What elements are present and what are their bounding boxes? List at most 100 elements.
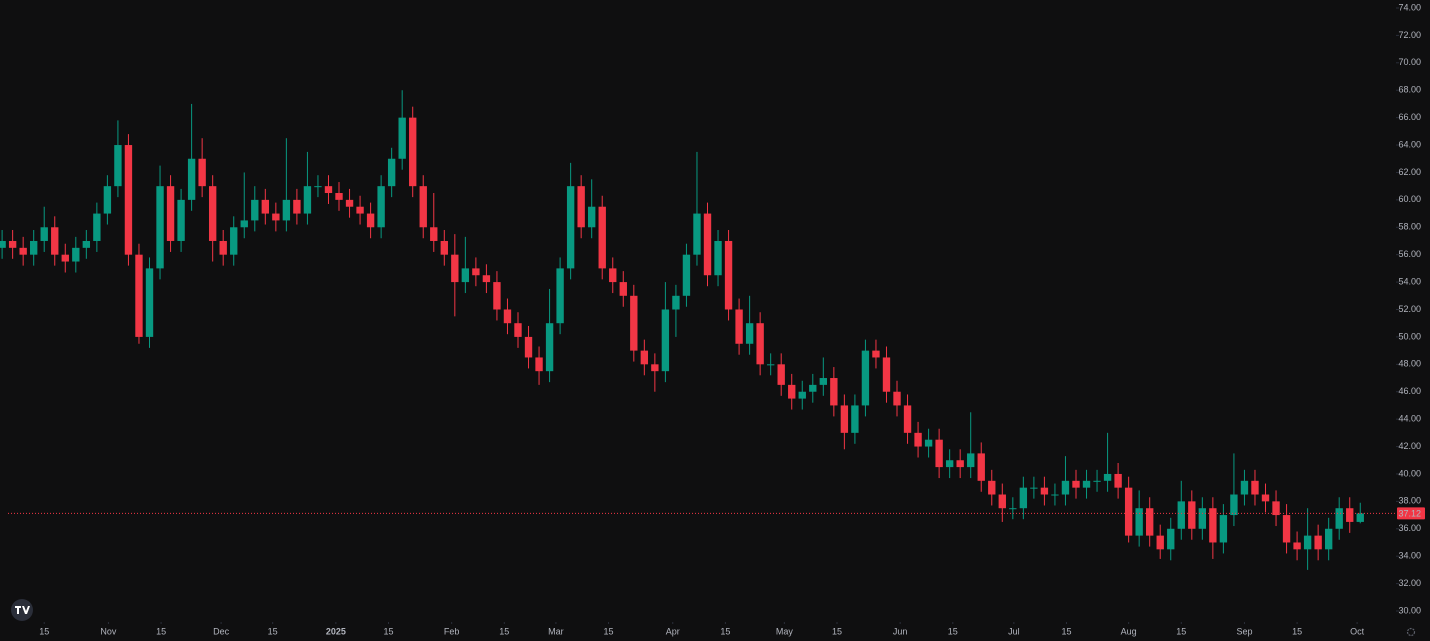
- candle-body: [830, 378, 838, 406]
- logo-mark[interactable]: [15, 606, 30, 614]
- candle-body: [303, 186, 312, 214]
- candle: [230, 216, 238, 266]
- candle-body: [1114, 473, 1122, 488]
- candle-body: [124, 145, 133, 255]
- y-tick-label: 38.00: [1398, 496, 1421, 506]
- candle: [1156, 524, 1164, 559]
- x-tick-label: Dec: [213, 626, 230, 636]
- candle-body: [882, 357, 891, 392]
- x-tick-label: Aug: [1121, 626, 1137, 636]
- candle: [598, 195, 606, 280]
- candle-body: [1303, 535, 1312, 550]
- x-tick-label: Feb: [444, 626, 460, 636]
- candle-body: [440, 240, 448, 255]
- tradingview-logo[interactable]: [11, 599, 33, 621]
- candle: [272, 202, 280, 232]
- candle-body: [1061, 480, 1070, 495]
- y-tick-label: 34.00: [1398, 551, 1421, 561]
- candle-body: [166, 186, 175, 241]
- candle-body: [1051, 494, 1059, 496]
- y-tick-label: 60.00: [1398, 194, 1421, 204]
- y-tick-label: 64.00: [1398, 139, 1421, 149]
- candle: [1230, 453, 1238, 527]
- candle-body: [535, 357, 543, 372]
- y-tick-label: 54.00: [1398, 276, 1421, 286]
- candle-body: [745, 323, 754, 344]
- candle-body: [1030, 487, 1038, 489]
- candle-body: [524, 336, 533, 358]
- candle-body: [651, 364, 659, 372]
- y-tick-label: 46.00: [1398, 386, 1421, 396]
- candle-body: [409, 117, 417, 187]
- candle-body: [219, 240, 227, 255]
- candle: [724, 230, 733, 321]
- candle-body: [51, 227, 59, 255]
- candle-body: [1230, 494, 1238, 516]
- candle-body: [1356, 513, 1364, 522]
- candle-body: [1314, 535, 1322, 550]
- candle-body: [1093, 480, 1101, 482]
- candle-body: [1082, 480, 1091, 488]
- candle-body: [8, 240, 17, 248]
- candle: [840, 394, 849, 450]
- candle: [566, 162, 575, 280]
- x-tick-label: 15: [1176, 626, 1186, 636]
- candle: [1009, 497, 1017, 520]
- candle: [872, 339, 880, 369]
- candle-body: [461, 268, 470, 283]
- candle: [1346, 497, 1354, 533]
- candle: [72, 236, 80, 273]
- candle-body: [1219, 515, 1228, 543]
- x-tick-label: 15: [1292, 626, 1302, 636]
- candle: [1124, 476, 1133, 543]
- y-tick-label: 50.00: [1398, 331, 1421, 341]
- candle-body: [1272, 501, 1280, 516]
- candle: [314, 175, 322, 198]
- candle-body: [356, 206, 364, 214]
- candle: [240, 172, 248, 239]
- candle: [335, 182, 343, 211]
- candle-body: [1103, 473, 1112, 481]
- gear[interactable]: [1406, 627, 1416, 637]
- logo-badge[interactable]: [11, 599, 33, 621]
- candle-body: [1346, 508, 1354, 522]
- candle-body: [187, 158, 196, 200]
- y-tick-label: 72.00: [1398, 30, 1421, 40]
- candle: [588, 179, 596, 239]
- candle-body: [988, 480, 996, 495]
- candle: [945, 449, 954, 479]
- candle: [324, 175, 333, 204]
- candle-body: [967, 453, 975, 468]
- y-tick-label: 70.00: [1398, 57, 1421, 67]
- candle-body: [419, 186, 427, 228]
- candle-body: [482, 275, 491, 283]
- candle-body: [903, 405, 912, 433]
- candle: [93, 202, 101, 252]
- candle: [977, 442, 985, 492]
- candle: [409, 106, 417, 198]
- candle-body: [514, 323, 522, 337]
- candle-body: [1146, 508, 1154, 536]
- candle: [1282, 504, 1291, 554]
- candle: [693, 151, 701, 266]
- candle: [777, 353, 785, 396]
- candle-body: [788, 384, 796, 399]
- candle-body: [1009, 508, 1017, 510]
- candle-body: [1198, 508, 1207, 529]
- candle: [1251, 469, 1259, 506]
- candle-body: [935, 439, 943, 468]
- settings-icon[interactable]: [1406, 627, 1416, 637]
- y-tick-label: 68.00: [1398, 85, 1421, 95]
- candle-body: [135, 254, 143, 337]
- candle: [187, 103, 196, 211]
- candle-body: [756, 323, 764, 365]
- candle-body: [251, 199, 259, 221]
- y-tick-label: 48.00: [1398, 359, 1421, 369]
- candle: [903, 394, 912, 444]
- candle: [114, 120, 122, 198]
- candle: [166, 175, 175, 252]
- candle-body: [672, 295, 680, 310]
- y-tick-label: 62.00: [1398, 167, 1421, 177]
- candle-body: [1167, 528, 1175, 550]
